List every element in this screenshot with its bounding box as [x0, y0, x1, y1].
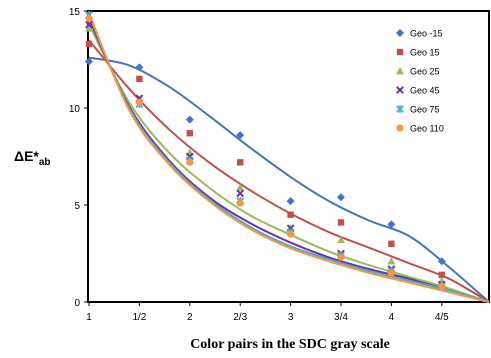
x-tick-label: 4 [389, 312, 395, 323]
plot-area [87, 10, 490, 303]
data-point [387, 269, 395, 277]
legend-label: Geo 110 [410, 124, 444, 134]
legend-item: Geo 15 [396, 48, 440, 58]
data-point [185, 115, 194, 124]
data-point [438, 282, 446, 291]
x-tick-label: 1 [86, 312, 92, 323]
data-point [388, 240, 395, 247]
x-tick-label: 3 [288, 312, 294, 323]
legend: Geo -15 Geo 15 Geo 25 Geo 45 Geo 75 Geo 110 [396, 29, 444, 134]
data-point [337, 235, 345, 244]
marker-stroke [85, 20, 93, 29]
data-point [236, 183, 245, 191]
data-point [236, 199, 244, 207]
x-axis-ticks: 1 1/2 2 2/3 3 3/4 4 4/5 [86, 302, 449, 323]
data-points [85, 10, 446, 291]
legend-item: Geo 110 [396, 124, 444, 134]
data-point [136, 75, 143, 83]
data-point [396, 124, 404, 132]
data-point [396, 86, 404, 94]
x-tick-label: 4/5 [435, 312, 449, 323]
data-point [186, 130, 193, 137]
data-point [135, 98, 143, 106]
data-point [396, 67, 404, 75]
legend-label: Geo 75 [410, 105, 440, 115]
y-axis-title-main: ΔE* [14, 148, 39, 164]
data-point [437, 257, 446, 266]
data-point [396, 105, 404, 113]
legend-label: Geo 45 [410, 86, 440, 96]
legend-item: Geo 45 [396, 86, 440, 96]
x-tick-label: 1/2 [132, 312, 146, 323]
y-tick-label: 10 [69, 104, 81, 115]
trend-line [88, 12, 490, 303]
y-tick-label: 15 [69, 7, 81, 18]
y-axis-title-sub: ab [39, 157, 51, 168]
legend-item: Geo 75 [396, 105, 440, 115]
data-point [135, 63, 144, 72]
data-point [396, 29, 404, 37]
marker-stroke [236, 189, 245, 198]
data-point [387, 257, 396, 265]
legend-label: Geo 25 [410, 67, 440, 77]
data-point [286, 197, 295, 206]
trend-line [88, 56, 490, 303]
data-point [186, 158, 194, 166]
trend-line [88, 39, 490, 303]
data-point [85, 15, 93, 23]
marker-stroke [396, 86, 404, 94]
x-tick-label: 2 [187, 312, 193, 323]
trend-curves [88, 12, 490, 303]
data-point [337, 193, 345, 202]
trend-line [88, 24, 490, 303]
data-point [396, 48, 404, 56]
y-axis-ticks: 0 5 10 15 [69, 7, 88, 309]
x-tick-label: 3/4 [334, 312, 348, 323]
y-tick-label: 5 [74, 201, 80, 212]
x-tick-label: 2/3 [233, 312, 247, 323]
data-point [387, 220, 396, 229]
legend-label: Geo -15 [410, 29, 443, 39]
data-point [237, 159, 244, 166]
data-point [337, 253, 345, 261]
data-point [287, 230, 295, 238]
y-tick-label: 0 [74, 298, 80, 309]
legend-item: Geo -15 [396, 29, 443, 39]
data-point [85, 20, 93, 29]
data-point [236, 189, 245, 198]
data-point [438, 271, 445, 279]
data-point [85, 57, 93, 66]
data-point [236, 131, 245, 140]
data-point [337, 219, 345, 226]
trend-line [88, 18, 490, 303]
data-point [287, 211, 294, 218]
plot-frame [87, 10, 490, 303]
x-axis-title: Color pairs in the SDC gray scale [190, 337, 390, 352]
data-point [85, 40, 93, 48]
legend-item: Geo 25 [396, 67, 440, 77]
y-axis-title: ΔE*ab [14, 148, 51, 168]
trend-line [88, 14, 490, 303]
legend-label: Geo 15 [410, 48, 440, 58]
data-point [85, 24, 93, 32]
